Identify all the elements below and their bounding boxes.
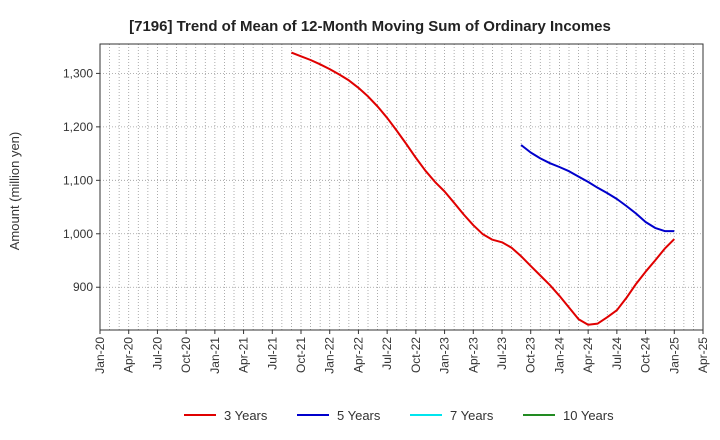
legend-label: 5 Years [337,408,381,423]
legend-label: 7 Years [450,408,494,423]
series-line-5-years [520,144,675,233]
x-tick-label: Oct-22 [409,337,423,373]
y-tick-label: 1,100 [63,173,93,187]
x-tick-label: Oct-21 [294,337,308,373]
legend: 3 Years 5 Years 7 Years 10 Years [184,408,614,423]
x-tick-label: Oct-20 [179,337,193,373]
x-tick-label: Apr-25 [696,337,710,373]
grid [100,44,703,330]
y-tick-label: 1,300 [63,66,93,80]
x-tick-label: Oct-23 [524,337,538,373]
x-tick-label: Jul-24 [610,337,624,370]
x-tick-label: Apr-22 [351,337,365,373]
y-tick-label: 900 [73,280,93,294]
x-tick-label: Jul-23 [495,337,509,370]
x-tick-label: Oct-24 [639,337,653,373]
x-tick-label: Jan-24 [552,337,566,374]
x-tick-label: Apr-20 [122,337,136,373]
chart-title: [7196] Trend of Mean of 12-Month Moving … [129,18,611,35]
x-tick-label: Jan-23 [438,337,452,374]
x-tick-label: Jul-22 [380,337,394,370]
x-tick-label: Apr-24 [581,337,595,373]
x-tick-label: Jan-22 [323,337,337,374]
x-tick-label: Apr-23 [466,337,480,373]
y-axis-label: Amount (million yen) [7,132,22,251]
x-tick-label: Jul-21 [265,337,279,370]
plot-frame [99,43,704,331]
x-tick-label: Jul-20 [150,337,164,370]
y-tick-label: 1,200 [63,120,93,134]
legend-label: 10 Years [563,408,614,423]
series-line-3-years [291,51,676,326]
x-tick-label: Jan-21 [208,337,222,374]
series-group [291,51,676,326]
x-tick-label: Jan-25 [667,337,681,374]
axes: 900 1,000 1,100 1,200 1,300 Jan-20 Apr-20 Jul-2… [63,43,710,374]
x-tick-label: Jan-20 [93,337,107,374]
x-tick-label: Apr-21 [237,337,251,373]
legend-label: 3 Years [224,408,268,423]
y-tick-label: 1,000 [63,227,93,241]
